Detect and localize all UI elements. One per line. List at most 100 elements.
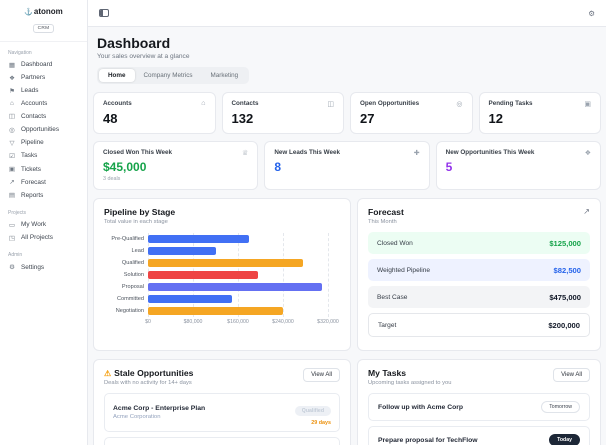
- sidebar-toggle-icon[interactable]: [99, 9, 109, 17]
- bar-qualified: [148, 258, 303, 268]
- forecast-row-closed-won: Closed Won $125,000: [368, 232, 590, 254]
- partners-icon: ❖: [9, 74, 15, 82]
- sparkle-icon: ❖: [584, 150, 591, 157]
- stale-list: Acme Corp - Enterprise Plan Acme Corpora…: [104, 393, 340, 445]
- stale-item-techflow[interactable]: TechFlow - Platform License TechFlow Sol…: [104, 436, 340, 445]
- bar-row: [148, 281, 328, 293]
- x-tick: $80,000: [183, 319, 203, 325]
- sidebar-item-dashboard[interactable]: ▦ Dashboard: [0, 58, 87, 71]
- charts-row: Pipeline by Stage Total value in each st…: [93, 198, 601, 351]
- tasks-title: My Tasks: [368, 368, 407, 378]
- target-icon: ◎: [456, 101, 463, 108]
- tab-marketing[interactable]: Marketing: [210, 72, 239, 79]
- card-new-leads-this-week[interactable]: New Leads This Week ✚ 8: [264, 141, 430, 190]
- bar-row: [148, 269, 328, 281]
- stale-item-acme[interactable]: Acme Corp - Enterprise Plan Acme Corpora…: [104, 393, 340, 432]
- task-name: Follow up with Acme Corp: [378, 403, 464, 411]
- bar-row: [148, 245, 328, 257]
- sidebar-item-my-work[interactable]: ▭ My Work: [0, 218, 87, 231]
- sidebar-item-contacts[interactable]: ◫ Contacts: [0, 110, 87, 123]
- card-closed-won-this-week[interactable]: Closed Won This Week ♕ $45,000 3 deals: [93, 141, 259, 190]
- dashboard-tabs: Home Company Metrics Marketing: [97, 67, 250, 84]
- bar-row: [148, 293, 328, 305]
- sidebar-item-reports[interactable]: ▤ Reports: [0, 189, 87, 202]
- tab-home[interactable]: Home: [99, 69, 135, 82]
- highlight-value: 5: [445, 160, 453, 174]
- chart-y-labels: Pre-Qualified Lead Qualified Solution Pr…: [104, 233, 148, 325]
- forecast-row-label: Weighted Pipeline: [377, 266, 431, 274]
- dashboard-icon: ▦: [8, 61, 16, 69]
- my-work-icon: ▭: [8, 221, 16, 229]
- stale-subtitle: Deals with no activity for 14+ days: [104, 380, 192, 386]
- sidebar-item-label: Tickets: [21, 165, 42, 173]
- highlight-label: New Opportunities This Week: [445, 149, 535, 156]
- stale-view-all-button[interactable]: View All: [303, 368, 340, 382]
- sidebar-item-pipeline[interactable]: ▽ Pipeline: [0, 136, 87, 149]
- chart-x-axis: $0 $80,000 $160,000 $240,000 $320,000: [145, 317, 339, 325]
- bottom-row: ⚠ Stale Opportunities Deals with no activ…: [93, 359, 601, 445]
- warning-triangle-icon: ⚠: [104, 369, 112, 378]
- forecast-row-value: $200,000: [548, 320, 580, 330]
- stale-opportunities-panel: ⚠ Stale Opportunities Deals with no activ…: [93, 359, 351, 445]
- user-plus-icon: ✚: [413, 150, 420, 157]
- tasks-subtitle: Upcoming tasks assigned to you: [368, 380, 452, 386]
- tasks-list: Follow up with Acme Corp Tomorrow Prepar…: [368, 393, 590, 445]
- forecast-panel: Forecast This Month ↗ Closed Won $125,00…: [357, 198, 601, 351]
- x-tick: $160,000: [227, 319, 249, 325]
- task-item-prepare-proposal[interactable]: Prepare proposal for TechFlow Today: [368, 426, 590, 445]
- page-subtitle: Your sales overview at a glance: [97, 53, 190, 60]
- forecast-row-weighted-pipeline: Weighted Pipeline $82,500: [368, 259, 590, 281]
- sidebar-item-settings[interactable]: ⚙ Settings: [0, 260, 87, 273]
- bar-row: [148, 257, 328, 269]
- trending-up-icon: ↗: [583, 207, 590, 216]
- x-tick: $240,000: [272, 319, 294, 325]
- sidebar-item-tasks[interactable]: ☑ Tasks: [0, 149, 87, 162]
- sidebar-item-label: Forecast: [21, 178, 46, 186]
- leads-icon: ⚑: [9, 87, 15, 95]
- stat-card-contacts[interactable]: Contacts ◫ 132: [221, 92, 344, 134]
- page-title: Dashboard: [97, 35, 171, 51]
- tab-company-metrics[interactable]: Company Metrics: [143, 72, 193, 79]
- sidebar-item-partners[interactable]: ❖ Partners: [0, 71, 87, 84]
- stat-value: 27: [360, 111, 375, 126]
- stale-title: Stale Opportunities: [114, 368, 194, 378]
- tasks-icon: ☑: [9, 152, 15, 160]
- tasks-view-all-button[interactable]: View All: [553, 368, 590, 382]
- y-label: Negotiation: [115, 308, 144, 314]
- y-label: Lead: [131, 248, 144, 254]
- stat-card-open-opportunities[interactable]: Open Opportunities ◎ 27: [350, 92, 473, 134]
- contacts-icon: ◫: [8, 113, 16, 121]
- pipeline-by-stage-panel: Pipeline by Stage Total value in each st…: [93, 198, 351, 351]
- task-item-follow-up[interactable]: Follow up with Acme Corp Tomorrow: [368, 393, 590, 421]
- forecast-row-best-case: Best Case $475,000: [368, 286, 590, 308]
- highlight-note: [446, 176, 591, 182]
- due-badge-today: Today: [549, 434, 580, 445]
- reports-icon: ▤: [8, 192, 16, 200]
- sidebar-item-label: Dashboard: [21, 61, 53, 69]
- pipeline-chart-title: Pipeline by Stage: [104, 207, 176, 217]
- topbar: ⚙: [88, 0, 606, 27]
- task-name: Prepare proposal for TechFlow: [378, 436, 478, 444]
- sidebar-item-tickets[interactable]: ▣ Tickets: [0, 163, 87, 176]
- due-badge: Tomorrow: [541, 401, 580, 413]
- highlight-note: [274, 176, 419, 182]
- building-icon: ⌂: [201, 100, 206, 107]
- sidebar-item-label: Tasks: [21, 152, 38, 160]
- forecast-title: Forecast: [368, 207, 404, 217]
- stat-card-accounts[interactable]: Accounts ⌂ 48: [93, 92, 216, 134]
- sidebar-item-forecast[interactable]: ↗ Forecast: [0, 176, 87, 189]
- sidebar-item-accounts[interactable]: ⌂ Accounts: [0, 98, 87, 110]
- y-label: Pre-Qualified: [111, 236, 144, 242]
- sidebar-item-opportunities[interactable]: ◎ Opportunities: [0, 123, 87, 136]
- sidebar-item-leads[interactable]: ⚑ Leads: [0, 84, 87, 97]
- stat-value: 12: [488, 111, 503, 126]
- stat-card-pending-tasks[interactable]: Pending Tasks ▣ 12: [478, 92, 601, 134]
- forecast-row-label: Target: [378, 321, 397, 329]
- sidebar-item-all-projects[interactable]: ◳ All Projects: [0, 231, 87, 244]
- y-label: Proposal: [121, 284, 144, 290]
- chart-plot-area: $0 $80,000 $160,000 $240,000 $320,000: [145, 233, 339, 325]
- card-new-opportunities-this-week[interactable]: New Opportunities This Week ❖ 5: [435, 141, 601, 190]
- clipboard-icon: ▣: [584, 101, 591, 108]
- settings-gear-icon[interactable]: ⚙: [588, 8, 595, 18]
